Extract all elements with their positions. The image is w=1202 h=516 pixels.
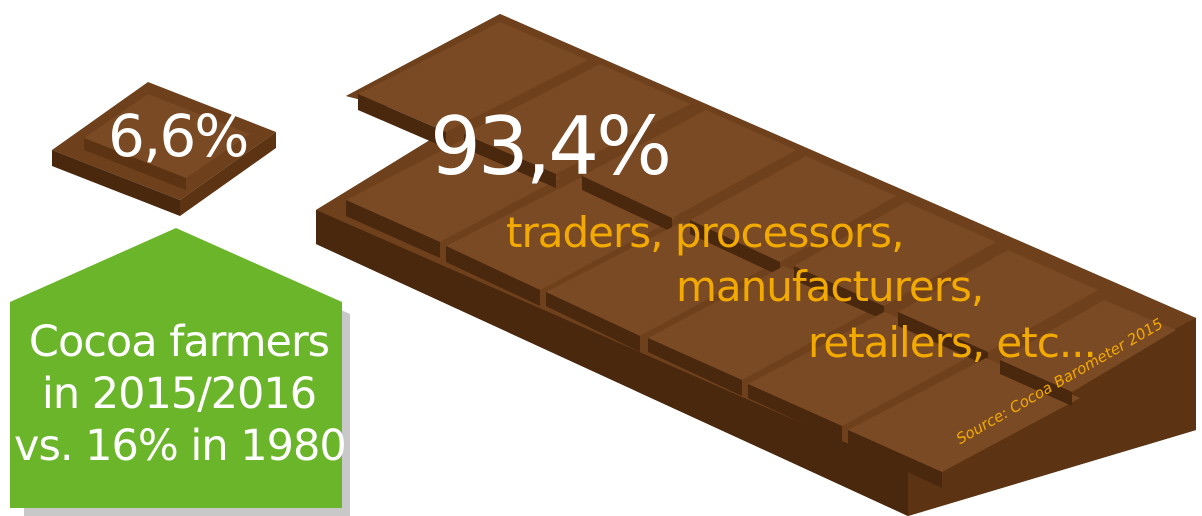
farmer-box [10, 228, 342, 508]
farmer-label: Cocoa farmers in 2015/2016 vs. 16% in 19… [14, 316, 347, 472]
farmer-share-value: 6,6% [108, 102, 249, 170]
farmer-label-line-3: vs. 16% in 1980 [14, 421, 347, 471]
others-label-line-1: traders, processors, [506, 208, 904, 257]
small-chocolate-piece [52, 82, 276, 216]
others-label-line-2: manufacturers, [676, 262, 984, 311]
farmer-label-line-1: Cocoa farmers [28, 317, 330, 367]
farmer-label-line-2: in 2015/2016 [41, 369, 317, 419]
others-label-line-3: retailers, etc... [808, 318, 1097, 367]
big-chocolate-bar [316, 14, 1196, 516]
others-share-value: 93,4% [430, 100, 672, 193]
